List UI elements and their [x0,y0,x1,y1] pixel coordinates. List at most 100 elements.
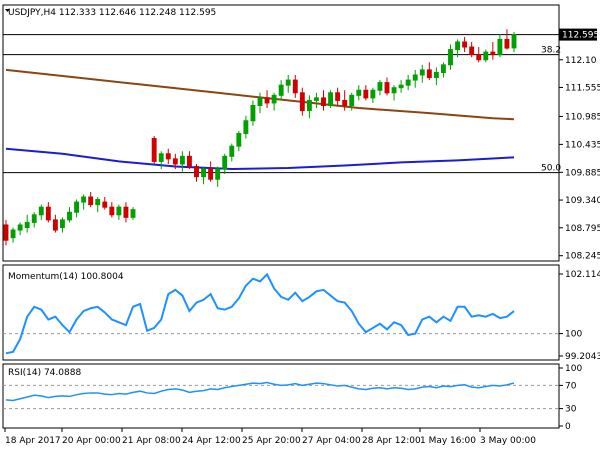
candle-body [271,94,277,104]
candle-body [31,214,37,223]
rsi-y-tick-label: 30 [565,405,577,415]
price-title: USDJPY,H4 112.333 112.646 112.248 112.59… [8,8,216,18]
candle-body [469,46,475,56]
price-y-tick-label: 109.885 [565,168,600,178]
candle-body [321,97,326,106]
candle-body [74,201,79,213]
rsi-y-tick-label: 0 [565,422,571,432]
candle-body [201,168,206,178]
candle-body [419,69,425,76]
candle-body [257,97,263,106]
candle-body [60,219,65,228]
candle-body [511,34,517,49]
x-tick-label: 20 Apr 00:00 [62,436,121,446]
momentum-y-tick-label: 102.1142 [565,270,600,280]
momentum-title: Momentum(14) 100.8004 [8,272,124,282]
candle-body [187,155,192,167]
ma-fast-line [5,147,515,171]
candle-body [476,54,482,61]
candle-body [441,64,446,73]
candle-body [349,94,355,107]
candle-body [370,89,376,99]
candle-body [52,219,58,231]
price-y-tick-label: 109.340 [565,196,600,206]
candle-body [405,79,411,86]
candle-body [102,201,108,208]
candle-body [462,41,468,48]
fib-level-label: 38.2 [541,46,561,56]
candle-body [194,166,199,178]
price-y-tick-label: 111.555 [565,83,600,93]
candle-body [95,199,101,206]
candle-body [130,209,136,218]
x-tick-label: 24 Apr 12:00 [182,436,241,446]
axis-layer: 112.10 111.555 110.985 110.435 109.885 109.34… [4,28,600,446]
candle-body [215,168,221,180]
price-y-tick-label: 108.245 [565,252,600,262]
x-tick-label: 27 Apr 04:00 [302,436,361,446]
candle-body [292,79,298,94]
x-tick-label: 28 Apr 12:00 [362,436,421,446]
candle-body [412,74,418,81]
candle-body [10,229,16,239]
x-tick-label: 25 Apr 20:00 [242,436,301,446]
momentum-y-tick-label: 99.2043 [565,352,600,362]
candle-body [433,71,439,79]
x-tick-label: 3 May 00:00 [480,436,536,446]
candle-body [123,206,129,218]
candle-body [116,206,122,216]
candle-body [314,97,319,101]
price-y-tick-label: 108.795 [565,224,600,234]
rsi-title: RSI(14) 74.0888 [8,368,81,378]
candle-body [179,155,185,165]
candle-body [299,92,305,112]
candle-body [24,221,30,229]
candle-body [81,196,87,203]
candle-body [363,89,369,99]
rsi-y-tick-label: 100 [565,364,582,374]
candle-body [455,41,460,51]
rsi-layer [3,381,559,410]
rsi-panel [2,363,560,429]
candle-body [426,69,432,79]
candle-body [243,120,249,134]
candle-body [222,155,228,170]
rsi-line [5,381,515,402]
candle-body [285,79,291,86]
chevron-down-icon[interactable] [5,9,10,12]
candle-body [504,38,510,49]
x-tick-label: 21 Apr 08:00 [122,436,181,446]
fib-level-label: 50.0 [541,164,561,174]
candle-body [208,168,214,180]
candle-body [356,89,362,96]
candle-body [172,158,178,165]
candle-body [377,82,383,91]
candle-body [335,92,341,101]
candle-body [38,206,44,216]
rsi-y-tick-label: 70 [565,381,577,391]
price-y-tick-label: 110.985 [565,112,600,122]
last-price-label: 112.595 [562,31,599,41]
candle-body [17,224,23,231]
candle-body [342,99,348,106]
candle-body [109,206,115,216]
x-tick-label: 1 May 16:00 [420,436,476,446]
candle-body [497,38,503,56]
candle-body [229,145,235,157]
candle-body [88,196,94,206]
x-tick-label: 18 Apr 2017 [5,436,61,446]
momentum-layer [3,272,559,355]
candle-body [384,82,390,94]
momentum-y-tick-label: 100 [565,330,582,340]
candle-body [67,211,72,221]
last-price-box [559,28,597,41]
candle-body [3,224,9,241]
candle-body [45,206,51,221]
momentum-panel [2,264,560,361]
momentum-line [5,272,515,355]
candle-body [264,97,270,104]
candle-body [306,99,312,112]
candle-body [483,51,489,61]
